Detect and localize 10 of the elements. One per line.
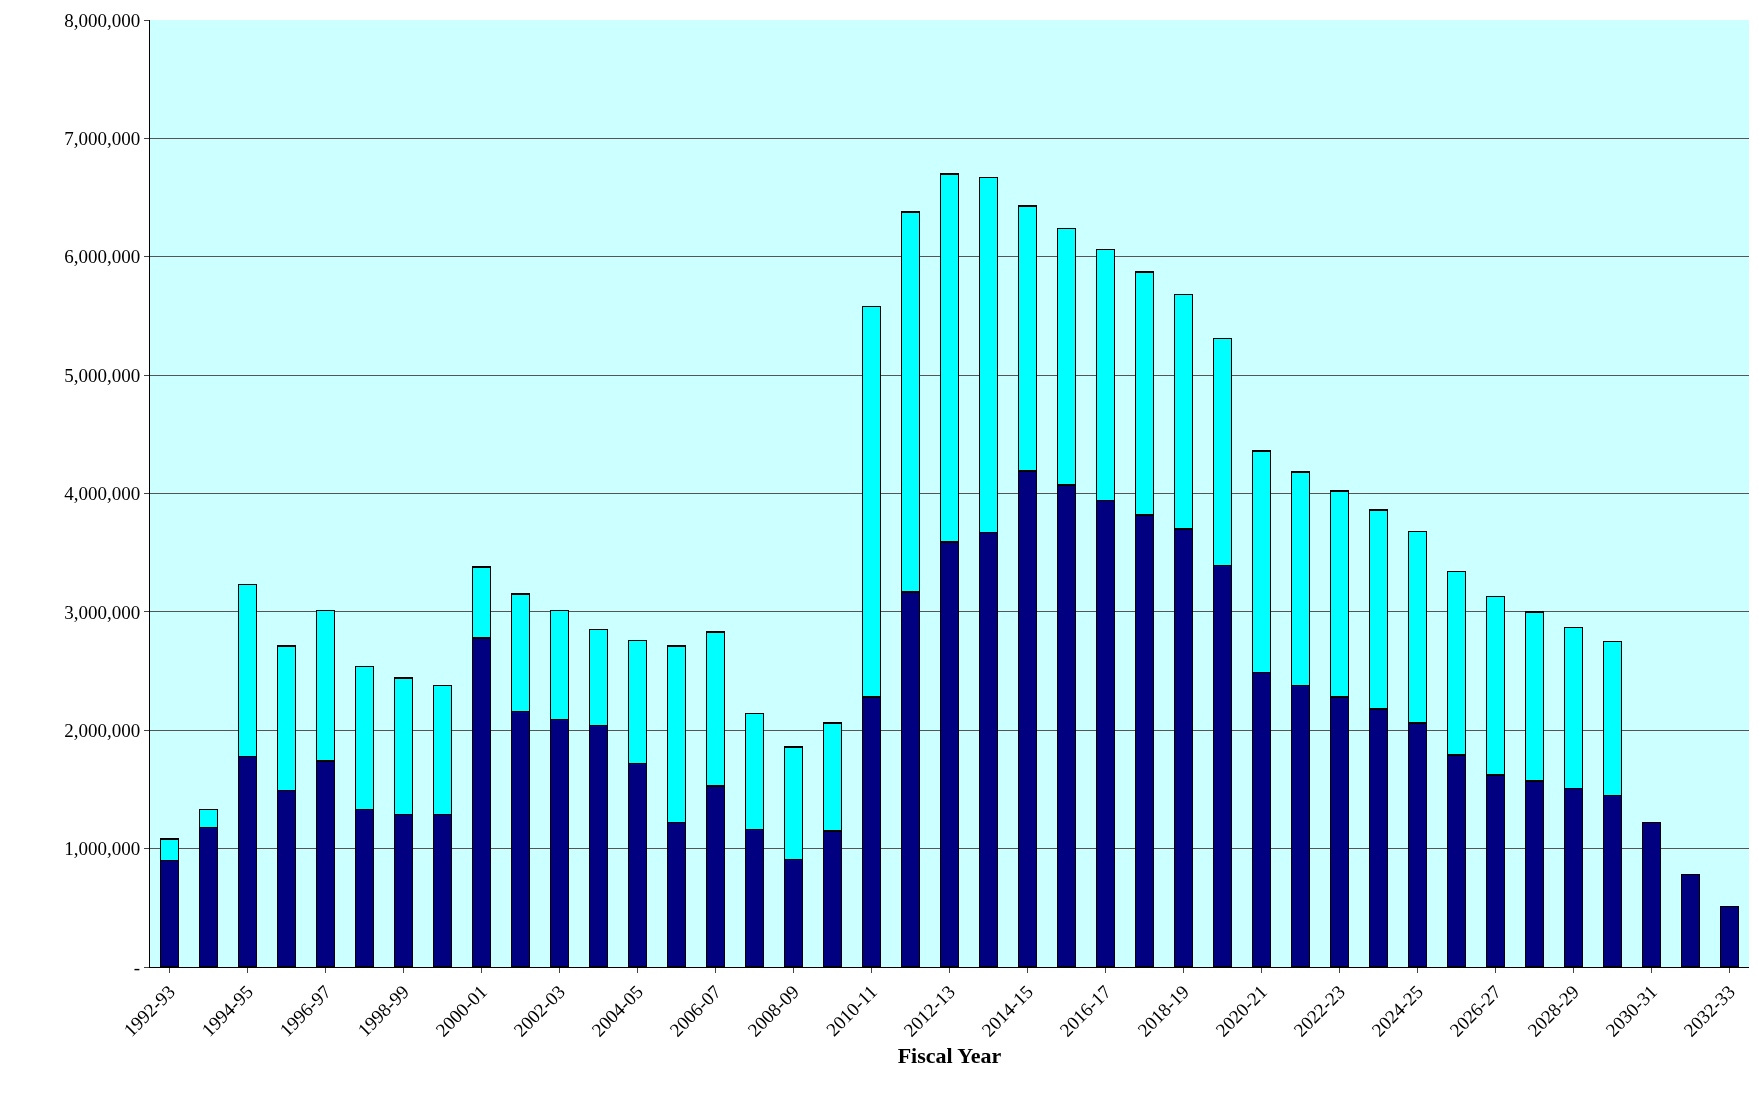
y-tick-label: 7,000,000 — [64, 128, 141, 150]
x-axis-title: Fiscal Year — [897, 1042, 1002, 1068]
y-tick-label: - — [133, 956, 141, 978]
y-tick-label: 3,000,000 — [64, 601, 141, 623]
y-tick-label: 2,000,000 — [64, 719, 141, 741]
y-tick-label: 8,000,000 — [64, 9, 141, 31]
y-tick-label: 1,000,000 — [64, 838, 141, 860]
y-tick-label: 4,000,000 — [64, 483, 141, 505]
y-tick-label: 5,000,000 — [64, 364, 141, 386]
y-tick-label: 6,000,000 — [64, 246, 141, 268]
